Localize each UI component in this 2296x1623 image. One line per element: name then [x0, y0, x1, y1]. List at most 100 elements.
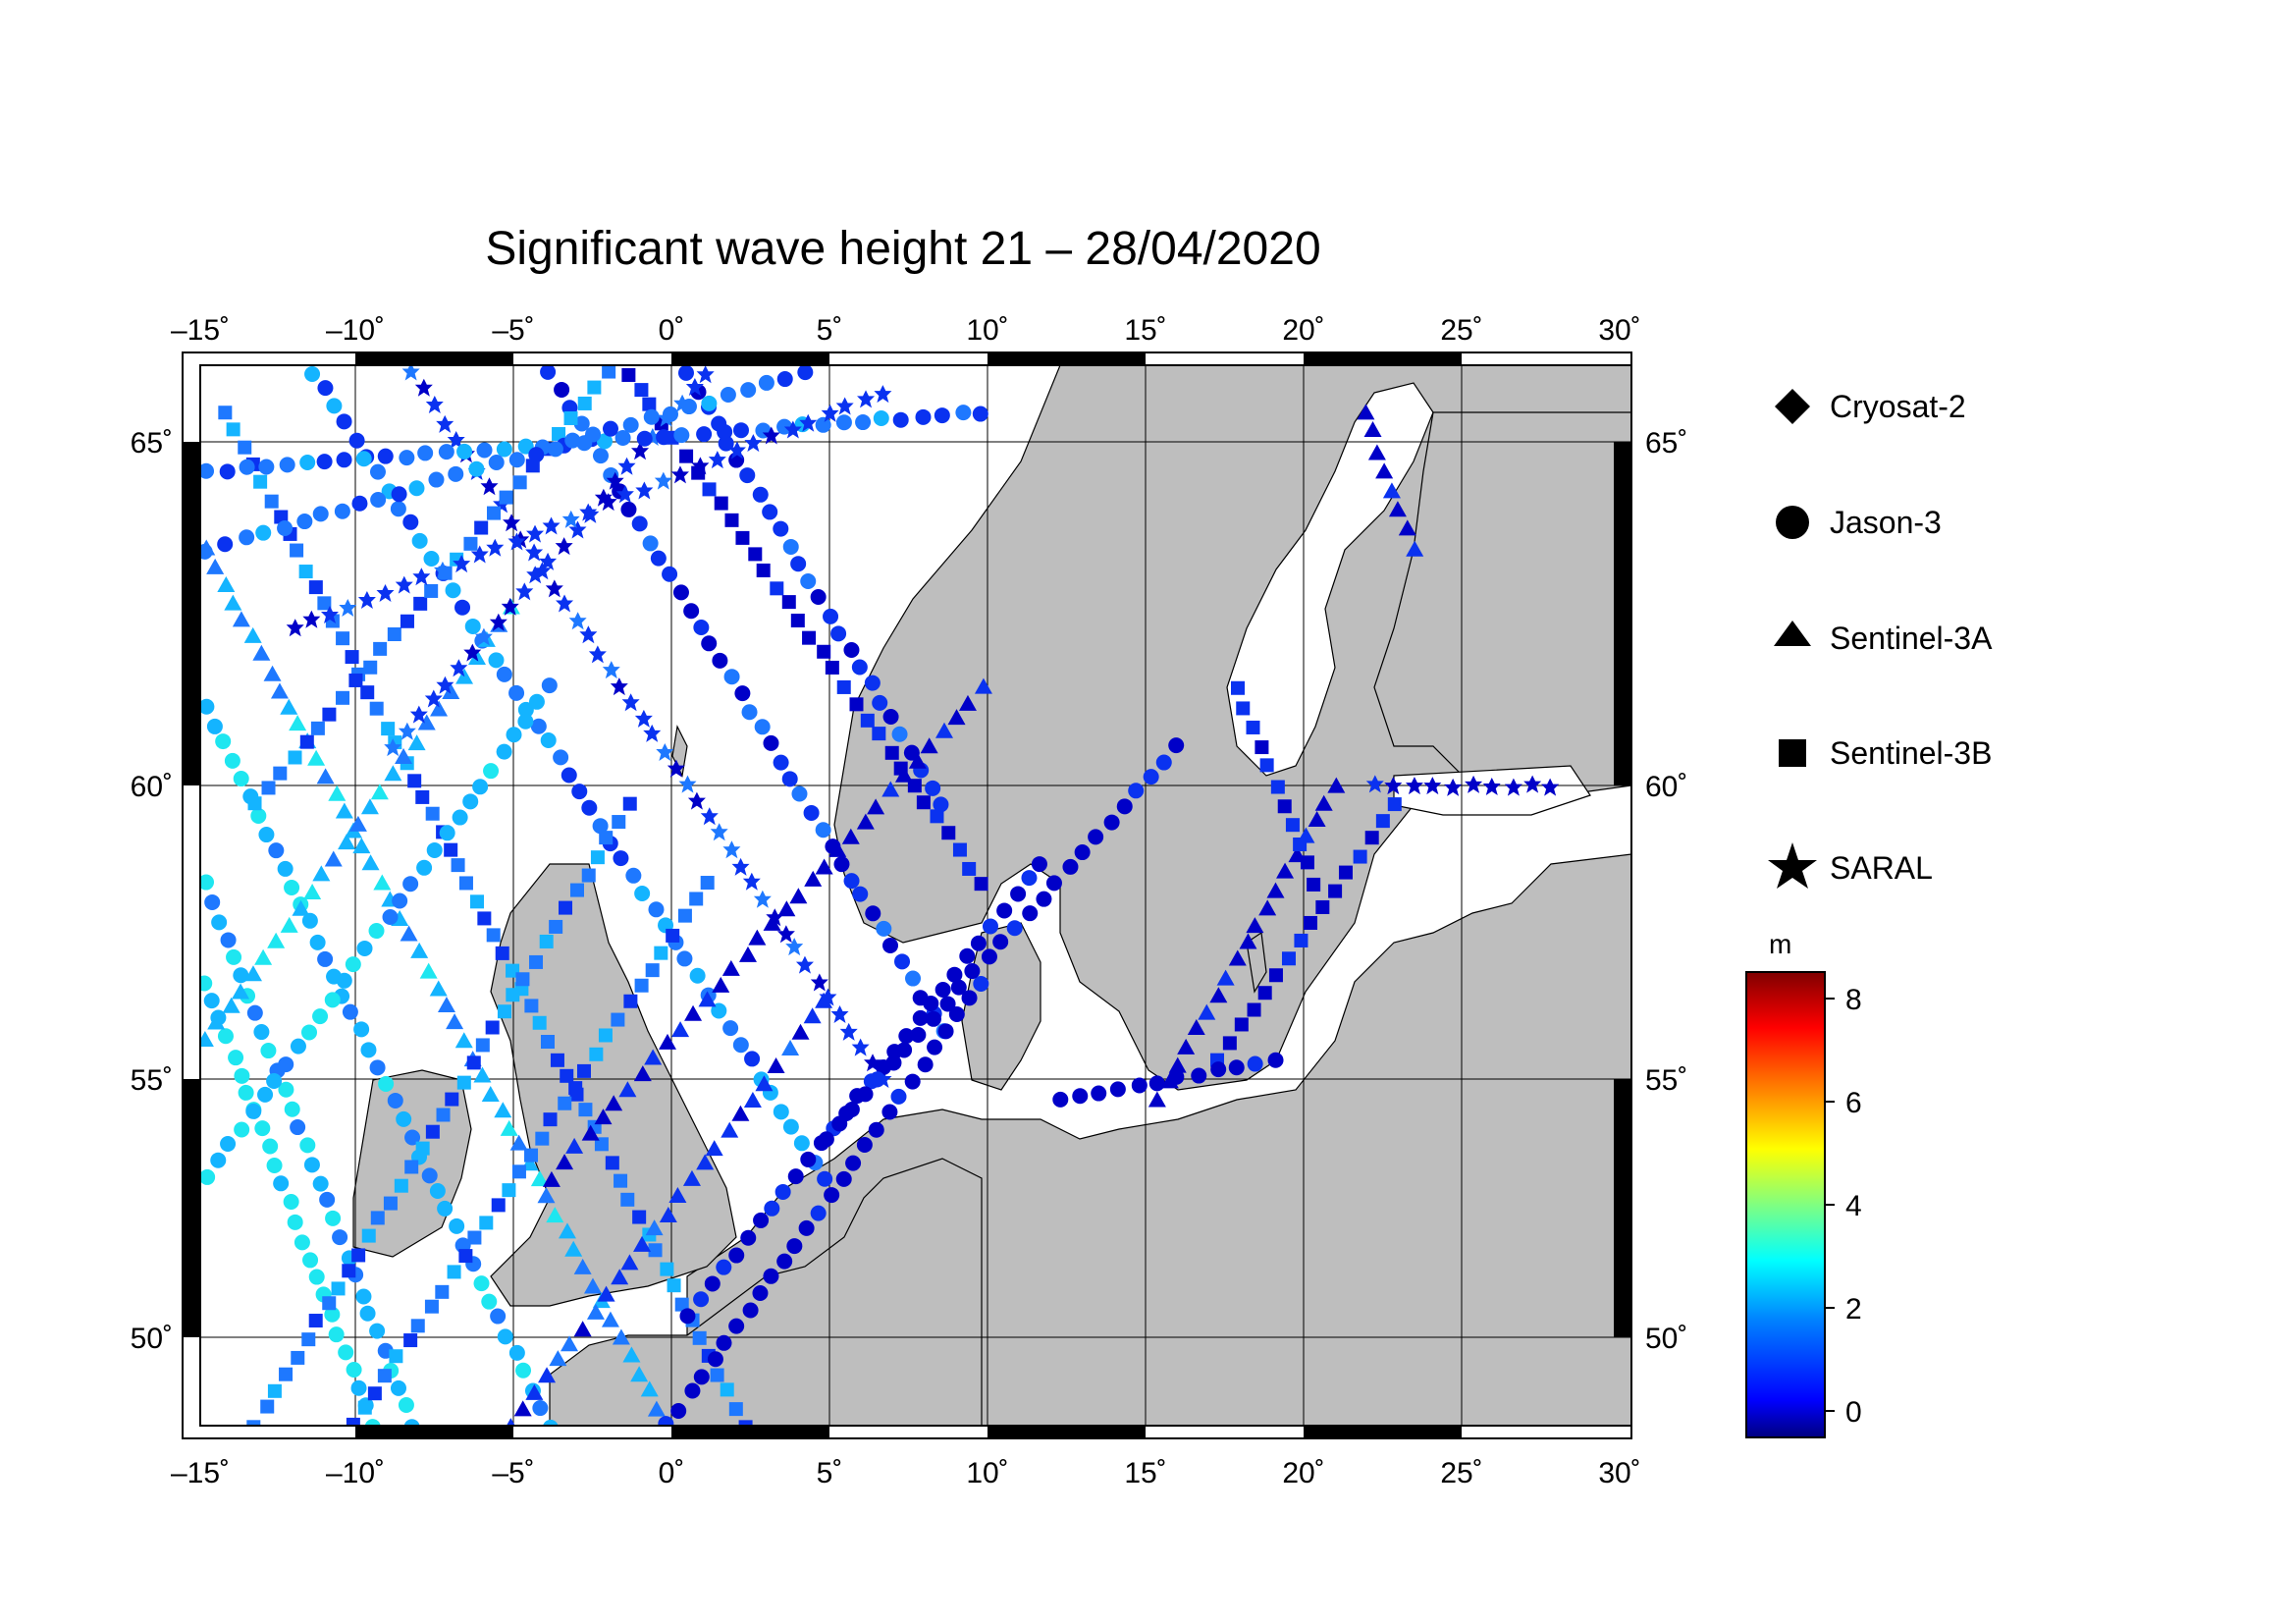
track-point [791, 785, 808, 802]
track-point [744, 434, 763, 453]
track-point [369, 1059, 386, 1076]
track-point [550, 1053, 564, 1067]
lon-labels-top: –15˚ –10˚ –5˚ 0˚ 5˚ 10˚ 15˚ 20˚ 25˚ 30˚ [171, 314, 1641, 347]
track-point [561, 767, 577, 784]
track-point [392, 893, 408, 909]
track-point [530, 718, 547, 734]
track-point [264, 494, 279, 509]
track-point [602, 661, 620, 679]
track-point [553, 749, 569, 766]
track-point [896, 1042, 913, 1058]
track-point [1255, 740, 1269, 755]
track-point [815, 858, 833, 875]
track-point [910, 1027, 927, 1044]
track-point [633, 1235, 652, 1252]
track-point [656, 742, 674, 761]
track-point [735, 530, 750, 545]
lon-tick-label: 30˚ [1598, 314, 1640, 347]
track-point [618, 1081, 637, 1098]
track-point [724, 513, 739, 527]
track-point [542, 1170, 561, 1187]
track-point [424, 1299, 439, 1314]
track-point [369, 1323, 386, 1339]
track-point [541, 677, 558, 694]
track-point [671, 1021, 690, 1038]
track-point [250, 807, 267, 824]
track-point [1384, 777, 1403, 795]
track-point [508, 1344, 525, 1361]
track-point [200, 874, 214, 891]
track-point [224, 752, 240, 769]
lon-tick-label: –5˚ [492, 314, 534, 347]
track-point [292, 899, 310, 916]
track-point [831, 1115, 848, 1132]
track-point [1247, 1055, 1263, 1072]
track-point [1338, 865, 1353, 880]
track-point [447, 1265, 461, 1279]
colorbar-tick-label: 6 [1845, 1087, 1862, 1119]
track-point [283, 1194, 299, 1211]
track-point [564, 1240, 583, 1257]
track-point [303, 1157, 320, 1173]
track-point [400, 925, 418, 942]
track-point [615, 485, 634, 504]
track-point [540, 1035, 555, 1050]
track-point [934, 722, 953, 738]
track-point [684, 1382, 701, 1399]
track-point [728, 1318, 745, 1334]
track-point [795, 955, 814, 974]
lon-tick-label: 25˚ [1440, 314, 1482, 347]
track-point [485, 1020, 500, 1035]
track-point [1281, 951, 1296, 966]
track-point [497, 1004, 511, 1019]
track-point [740, 1229, 757, 1246]
track-point [602, 420, 618, 437]
track-point [701, 635, 718, 652]
track-point [702, 482, 717, 497]
track-point [933, 796, 949, 813]
track-point [1247, 1002, 1261, 1017]
track-point [332, 1229, 348, 1246]
track-point [710, 823, 728, 841]
track-point [253, 474, 268, 489]
track-point [395, 747, 413, 764]
lon-tick-label: 0˚ [659, 1457, 685, 1489]
track-point [742, 872, 761, 891]
track-point [868, 1121, 884, 1138]
track-point [824, 1187, 840, 1204]
track-point [410, 942, 429, 958]
track-point [279, 457, 295, 473]
track-point [776, 371, 793, 388]
track-point [1116, 798, 1133, 815]
track-point [974, 677, 992, 694]
track-point [210, 1152, 227, 1168]
track-point [1209, 987, 1228, 1003]
track-point [731, 1105, 750, 1121]
track-point [1187, 1019, 1205, 1036]
track-point [904, 1073, 921, 1090]
track-point [810, 589, 827, 606]
track-point [312, 1008, 329, 1025]
track-point [382, 908, 399, 925]
track-point [289, 715, 307, 731]
track-point [483, 763, 500, 780]
track-point [517, 713, 534, 730]
track-point [892, 411, 909, 428]
track-point [448, 465, 464, 482]
track-point [874, 385, 892, 404]
track-point [753, 890, 772, 908]
track-point [288, 750, 302, 765]
track-point [634, 383, 649, 398]
track-point [843, 641, 860, 658]
map-area [200, 365, 1631, 1426]
track-point [996, 902, 1013, 919]
track-point [558, 1222, 576, 1239]
track-point [561, 1335, 579, 1352]
track-point [773, 1104, 789, 1120]
track-point [872, 727, 886, 741]
track-point [353, 1021, 370, 1038]
track-point [721, 1121, 739, 1138]
track-point [326, 398, 343, 414]
track-point [793, 1135, 810, 1152]
track-point [445, 1092, 459, 1107]
